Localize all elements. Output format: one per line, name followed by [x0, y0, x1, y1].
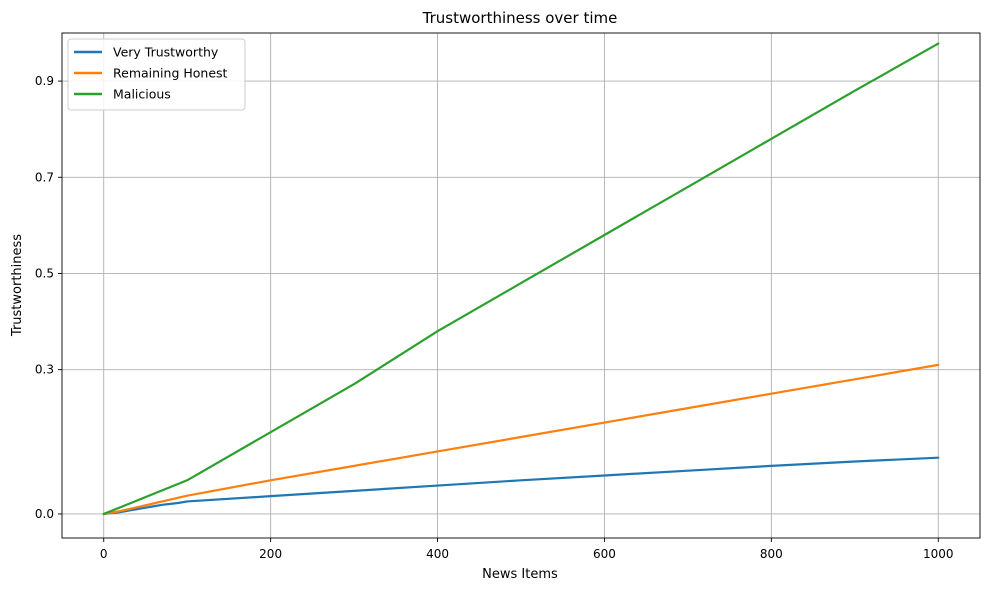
y-axis-ticks: 0.0 0.3 0.5 0.7 0.9 — [35, 74, 62, 521]
legend-label: Very Trustworthy — [113, 45, 219, 60]
x-tick-label: 800 — [760, 547, 783, 561]
y-tick-label: 0.7 — [35, 170, 54, 184]
grid-lines — [62, 33, 980, 538]
series-lines — [102, 42, 940, 516]
y-tick-label: 0.9 — [35, 74, 54, 88]
x-tick-label: 200 — [259, 547, 282, 561]
y-tick-label: 0.3 — [35, 363, 54, 377]
legend-label: Remaining Honest — [113, 66, 228, 81]
y-axis-label: Trustworthiness — [10, 234, 25, 337]
x-tick-label: 400 — [426, 547, 449, 561]
legend-label: Malicious — [113, 87, 171, 102]
x-tick-label: 1000 — [923, 547, 954, 561]
x-tick-label: 0 — [100, 547, 108, 561]
series-line-remaining-honest — [102, 363, 940, 516]
chart-title: Trustworthiness over time — [422, 9, 618, 27]
x-axis-ticks: 0 200 400 600 800 1000 — [100, 538, 954, 561]
y-tick-label: 0.0 — [35, 507, 54, 521]
legend-box — [67, 38, 246, 111]
series-line-very-trustworthy — [102, 456, 940, 516]
x-tick-label: 600 — [593, 547, 616, 561]
legend: Very Trustworthy Remaining Honest Maliciou… — [67, 38, 246, 111]
x-axis-label: News Items — [482, 567, 558, 582]
plot-frame — [61, 32, 981, 539]
series-line-malicious — [102, 42, 940, 516]
y-tick-label: 0.5 — [35, 266, 54, 280]
